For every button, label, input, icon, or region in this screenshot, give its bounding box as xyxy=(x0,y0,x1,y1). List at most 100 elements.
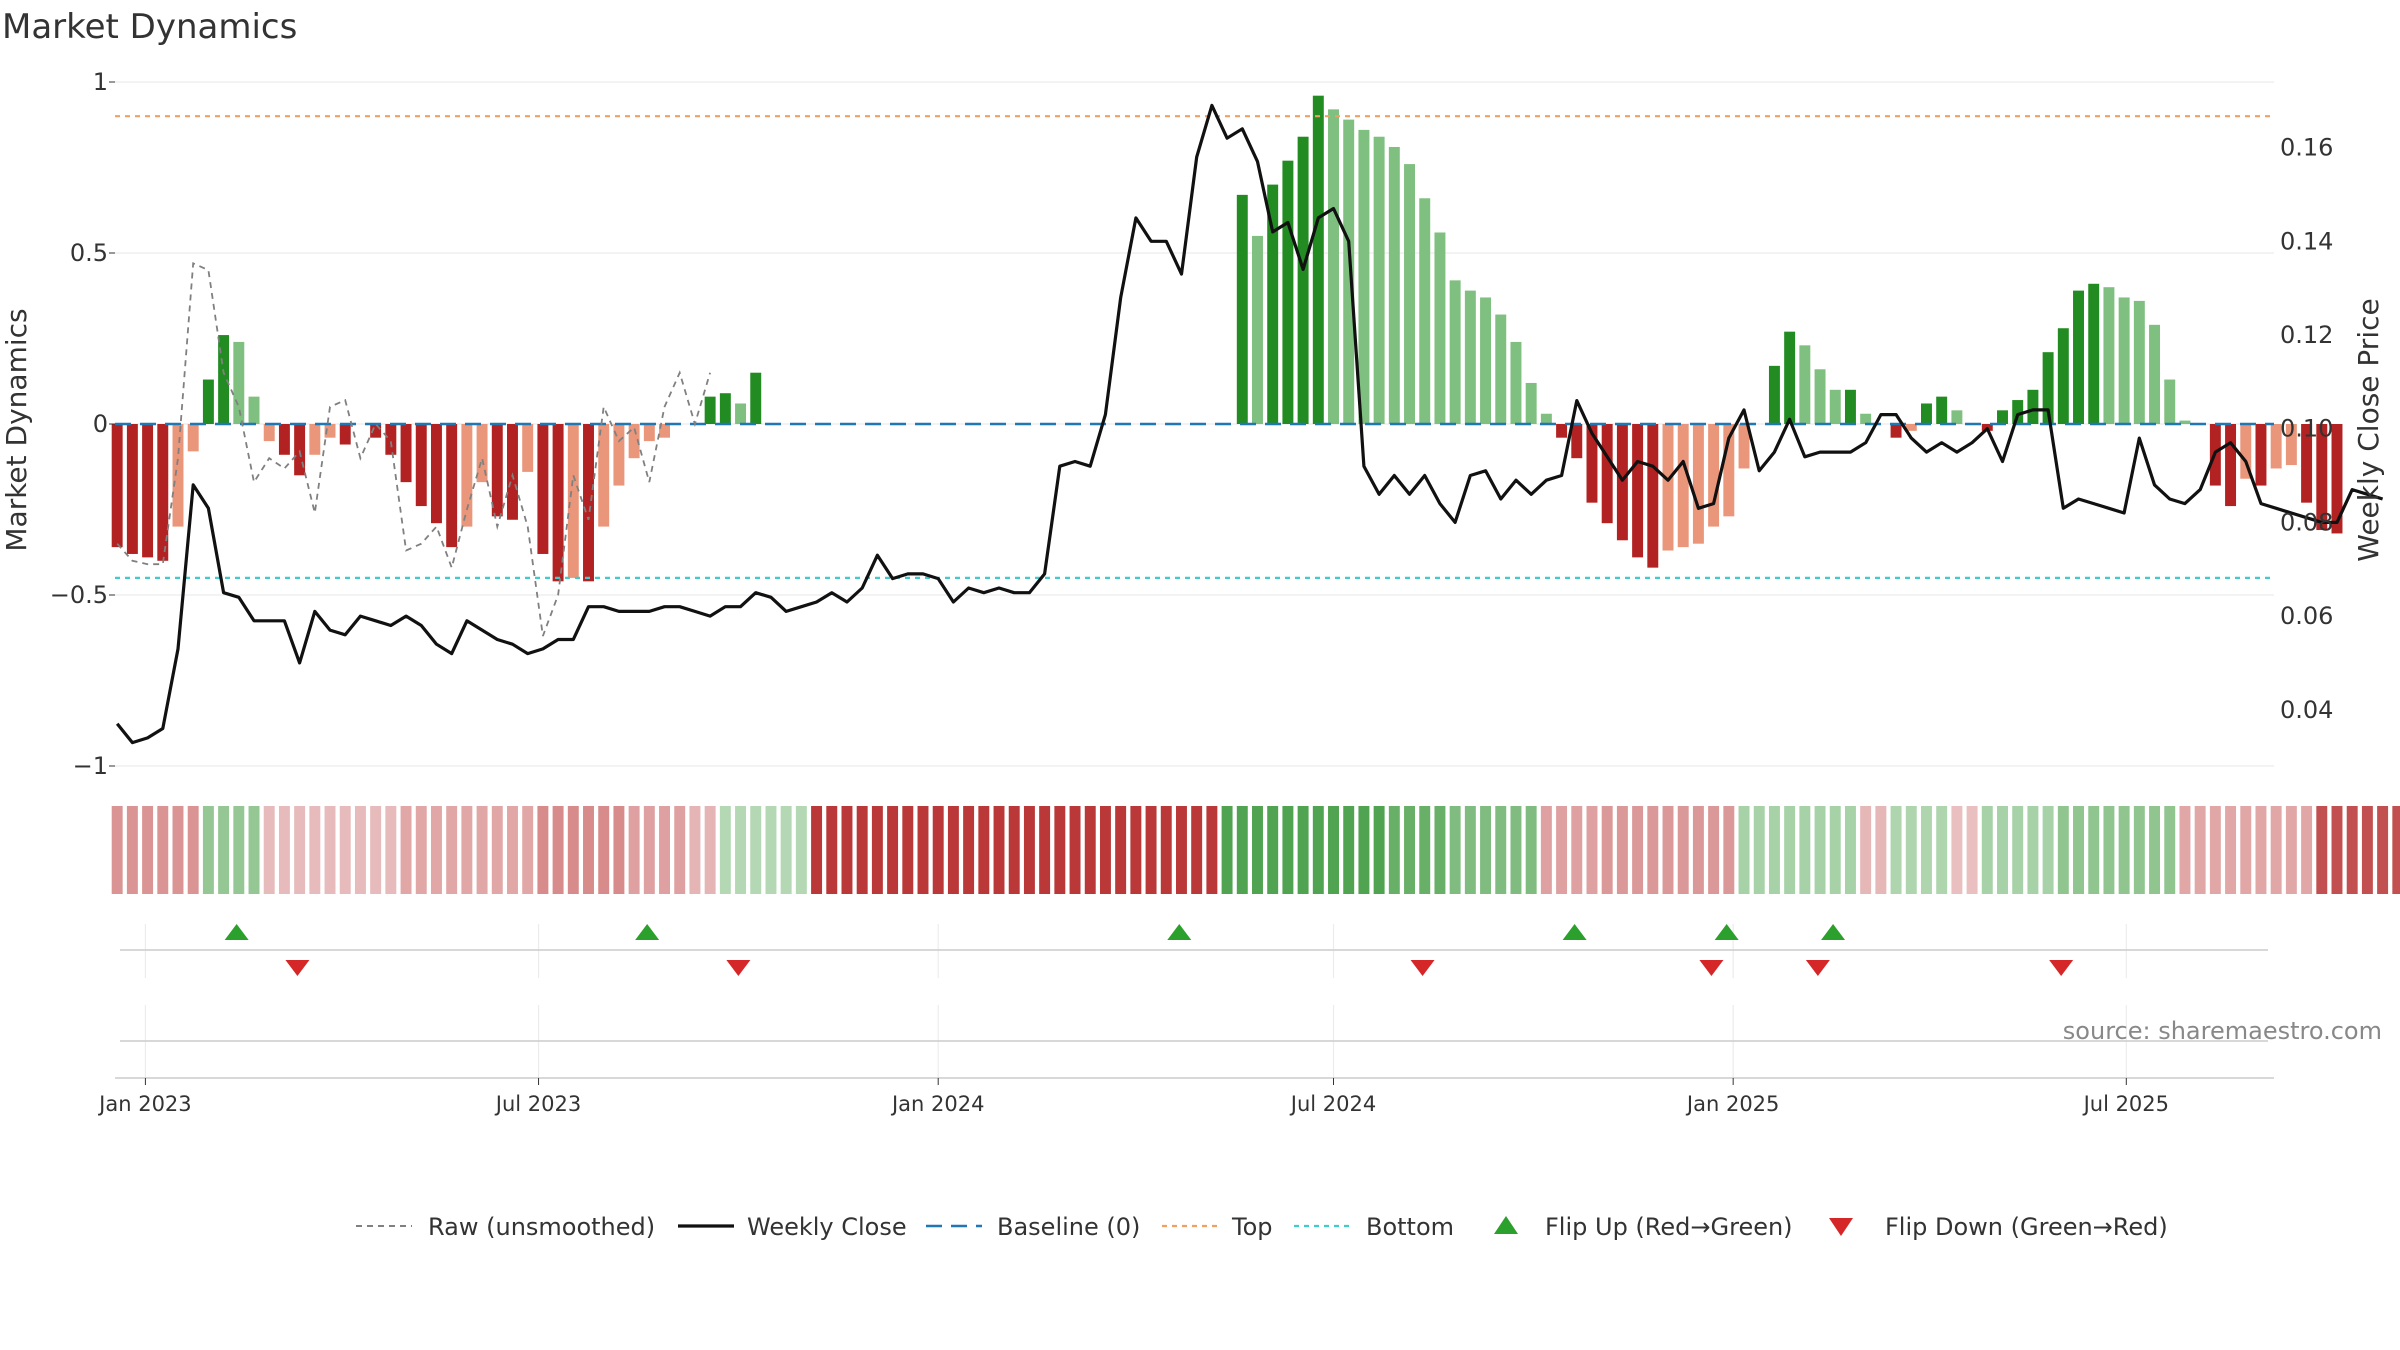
regime-strip xyxy=(400,806,412,894)
regime-strip xyxy=(1084,806,1096,894)
regime-strip xyxy=(1616,806,1628,894)
regime-strip xyxy=(1905,806,1917,894)
dynamics-bar xyxy=(1799,345,1811,424)
x-tick-label: Jan 2025 xyxy=(1685,1092,1780,1116)
regime-strip xyxy=(1753,806,1765,894)
regime-strip xyxy=(1145,806,1157,894)
dynamics-bar xyxy=(294,424,306,476)
dynamics-bar xyxy=(1844,389,1856,424)
regime-strip xyxy=(1419,806,1431,894)
legend-item-flip_up: Flip Up (Red→Green) xyxy=(1494,1213,1793,1241)
regime-strip xyxy=(598,806,610,894)
regime-strip xyxy=(2316,806,2328,894)
regime-strip xyxy=(476,806,488,894)
dynamics-bar xyxy=(461,424,473,527)
dynamics-bar xyxy=(324,424,336,438)
dynamics-bar xyxy=(507,424,518,520)
regime-strip xyxy=(2377,806,2389,894)
dynamics-bar xyxy=(172,424,184,527)
regime-strip xyxy=(2164,806,2176,894)
regime-strip xyxy=(1023,806,1035,894)
legend-swatch xyxy=(1494,1216,1518,1234)
dynamics-bar xyxy=(1236,194,1248,424)
dynamics-bar xyxy=(446,424,458,548)
dynamics-bar xyxy=(719,393,731,424)
regime-strip xyxy=(446,806,458,894)
flip-up-marker xyxy=(1562,924,1587,940)
regime-strip xyxy=(263,806,275,894)
regime-strip xyxy=(1343,806,1355,894)
dynamics-bar xyxy=(704,396,716,424)
regime-strip xyxy=(963,806,975,894)
regime-strip xyxy=(537,806,549,894)
legend-swatch xyxy=(1829,1218,1853,1236)
dynamics-bar xyxy=(187,424,199,452)
regime-strip xyxy=(1039,806,1051,894)
regime-strip xyxy=(1647,806,1659,894)
flip-marker-panel xyxy=(120,924,2268,1042)
regime-strip xyxy=(370,806,382,894)
regime-strip xyxy=(1267,806,1279,894)
flip-down-marker xyxy=(726,960,751,976)
regime-strip xyxy=(1997,806,2008,894)
regime-strip xyxy=(1601,806,1613,894)
flip-down-marker xyxy=(1410,960,1435,976)
dynamics-bar xyxy=(1495,314,1507,424)
legend-item-close: Weekly Close xyxy=(678,1213,907,1241)
dynamics-bar xyxy=(522,424,534,472)
dynamics-bar xyxy=(1282,160,1294,424)
regime-strip xyxy=(2346,806,2358,894)
regime-strip xyxy=(1540,806,1552,894)
dynamics-bar xyxy=(1647,424,1659,568)
regime-strip xyxy=(583,806,594,894)
dynamics-bar xyxy=(400,424,412,483)
legend-label: Baseline (0) xyxy=(997,1213,1140,1241)
dynamics-bar xyxy=(491,424,503,517)
y-tick-label: −1 xyxy=(73,752,108,780)
regime-strip xyxy=(294,806,306,894)
regime-strip xyxy=(1312,806,1324,894)
legend-item-baseline: Baseline (0) xyxy=(926,1213,1140,1241)
regime-strip xyxy=(430,806,442,894)
dynamics-bar xyxy=(2088,283,2100,424)
regime-strip xyxy=(993,806,1005,894)
dynamics-bar xyxy=(339,424,351,445)
dynamics-bar xyxy=(2118,297,2130,424)
regime-strip xyxy=(1921,806,1932,894)
axes: 1 0.5 0 −0.5 −1 0.16 0.14 0.12 0.10 0.08 0.06 0.04 J… xyxy=(50,68,2334,1116)
regime-strip xyxy=(1571,806,1583,894)
regime-strip xyxy=(248,806,260,894)
regime-strip xyxy=(2301,806,2313,894)
regime-strip xyxy=(1130,806,1142,894)
regime-strip xyxy=(1282,806,1294,894)
regime-strip xyxy=(1556,806,1568,894)
dynamics-bar xyxy=(750,372,762,424)
dynamics-bar xyxy=(2012,400,2024,424)
regime-strip xyxy=(1708,806,1720,894)
flip-down-marker xyxy=(285,960,310,976)
regime-strip xyxy=(522,806,534,894)
dynamics-bar xyxy=(1662,424,1674,551)
regime-strip xyxy=(172,806,184,894)
dynamics-bar xyxy=(1252,235,1263,424)
y2-tick-label: 0.12 xyxy=(2280,321,2333,349)
legend-label: Bottom xyxy=(1366,1213,1454,1241)
dynamics-bar xyxy=(2225,424,2237,507)
dynamics-bar xyxy=(2133,300,2145,424)
regime-strip xyxy=(871,806,883,894)
dynamics-bar xyxy=(263,424,275,442)
regime-strip xyxy=(2225,806,2237,894)
regime-strip xyxy=(2149,806,2161,894)
dynamics-bar xyxy=(1419,198,1431,424)
regime-strip xyxy=(613,806,625,894)
regime-strip xyxy=(1449,806,1461,894)
regime-strip xyxy=(1890,806,1902,894)
dynamics-bar xyxy=(1571,424,1583,459)
dynamics-bar xyxy=(1556,424,1568,438)
regime-strip xyxy=(2255,806,2267,894)
regime-strip xyxy=(1495,806,1507,894)
regime-strip xyxy=(385,806,397,894)
regime-strip xyxy=(324,806,336,894)
regime-strip xyxy=(2179,806,2191,894)
